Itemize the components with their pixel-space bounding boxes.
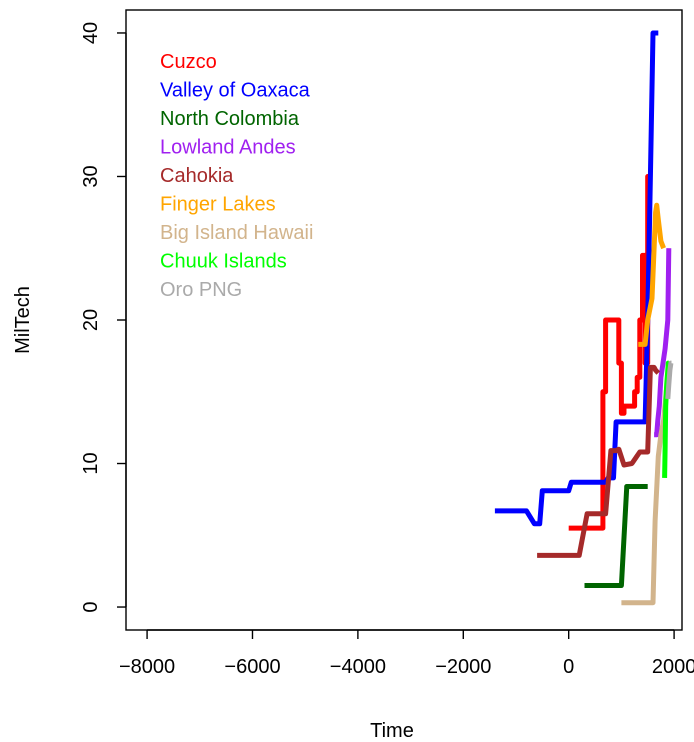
legend-entry: Finger Lakes xyxy=(160,194,276,216)
y-tick-label: 10 xyxy=(80,452,102,474)
series-line-north-colombia xyxy=(584,484,648,588)
legend-entry: North Colombia xyxy=(160,108,300,130)
legend-entry: Valley of Oaxaca xyxy=(160,80,311,102)
series-line-oro-png xyxy=(665,360,674,400)
legend-entry: Lowland Andes xyxy=(160,137,296,159)
legend-entry: Big Island Hawaii xyxy=(160,222,313,244)
y-tick-label: 20 xyxy=(80,309,102,331)
legend: Cuzco Valley of Oaxaca North Colombia Lowla… xyxy=(160,51,313,301)
series-line-valley-of-oaxaca xyxy=(494,30,659,527)
y-tick-label: 0 xyxy=(80,601,102,612)
y-axis-label: MilTech xyxy=(12,286,34,354)
legend-entry: Oro PNG xyxy=(160,279,242,301)
y-axis: 0 10 20 30 40 xyxy=(80,22,127,613)
x-axis-label: Time xyxy=(370,720,414,742)
x-tick-label: 2000 xyxy=(652,656,694,678)
x-tick-label: 0 xyxy=(563,656,574,678)
series-line-cahokia xyxy=(537,364,661,558)
x-tick-label: −2000 xyxy=(435,656,491,678)
y-tick-label: 30 xyxy=(80,165,102,187)
x-axis: −8000 −6000 −4000 −2000 0 2000 xyxy=(119,629,694,678)
series-line-finger-lakes xyxy=(638,202,666,347)
series-layer xyxy=(494,30,674,606)
legend-entry: Cuzco xyxy=(160,51,217,73)
x-tick-label: −4000 xyxy=(330,656,386,678)
series-line-lowland-andes xyxy=(654,248,672,438)
x-tick-label: −6000 xyxy=(224,656,280,678)
plot-frame xyxy=(125,9,683,631)
y-tick-label: 40 xyxy=(80,22,102,44)
x-tick-label: −8000 xyxy=(119,656,175,678)
legend-entry: Cahokia xyxy=(160,165,234,187)
series-line-cuzco xyxy=(568,174,651,531)
legend-entry: Chuuk Islands xyxy=(160,251,287,273)
